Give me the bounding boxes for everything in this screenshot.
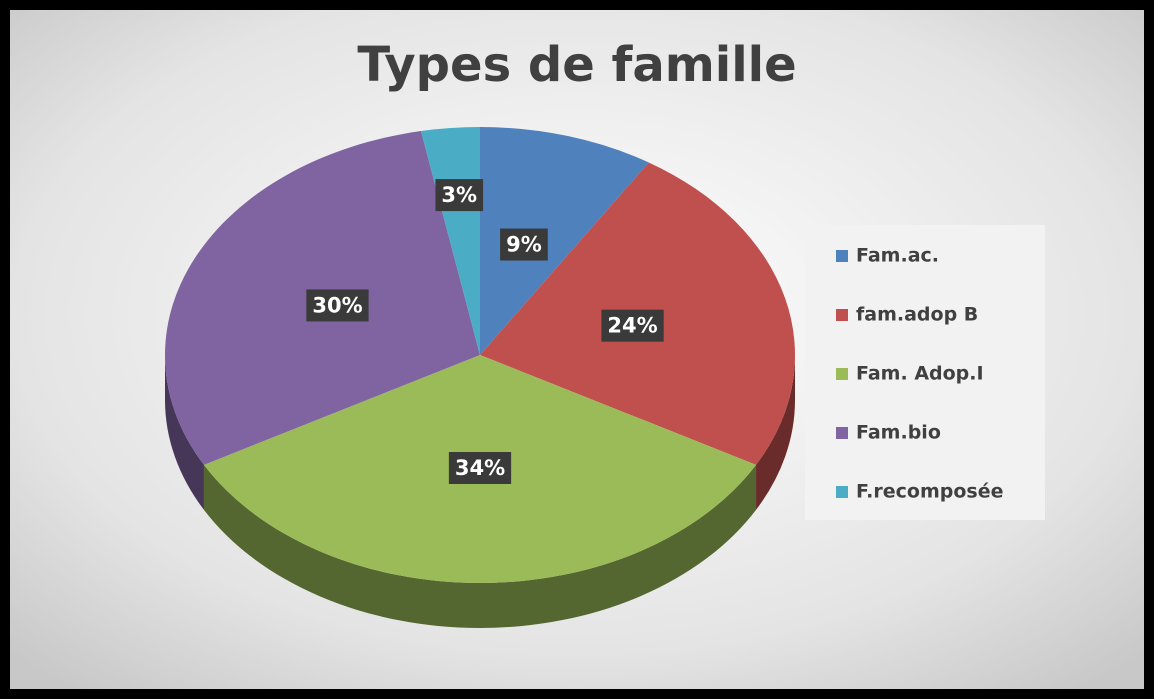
- data-label-box: [435, 179, 484, 212]
- data-label: 24%: [607, 314, 657, 338]
- data-label-box: [306, 289, 369, 322]
- data-label-box: [601, 309, 664, 342]
- legend-swatch: [836, 486, 848, 498]
- pie-side: [165, 355, 204, 510]
- legend-swatch: [836, 309, 848, 321]
- data-label-box: [500, 228, 548, 261]
- legend-label: fam.adop B: [856, 304, 978, 326]
- legend-swatch: [836, 427, 848, 439]
- legend-label: Fam.ac.: [856, 245, 939, 267]
- legend-label: Fam. Adop.I: [856, 363, 984, 385]
- pie-side: [203, 464, 757, 628]
- chart-title: Types de famille: [357, 37, 796, 93]
- pie-slice: [480, 127, 649, 355]
- data-label-box: [448, 452, 512, 484]
- pie: 9% 24% 34% 30% 3%: [165, 127, 796, 628]
- legend-label: Fam.bio: [856, 422, 941, 444]
- data-label: 9%: [506, 233, 542, 257]
- legend: Fam.ac. fam.adop B Fam. Adop.I Fam.bio F.rec…: [836, 245, 1004, 503]
- legend-swatch: [836, 368, 848, 380]
- data-label: 3%: [441, 183, 477, 207]
- data-label: 34%: [455, 456, 505, 480]
- pie-side: [756, 355, 796, 510]
- data-label: 30%: [312, 293, 362, 317]
- legend-label: F.recomposée: [856, 481, 1004, 503]
- legend-swatch: [836, 250, 848, 262]
